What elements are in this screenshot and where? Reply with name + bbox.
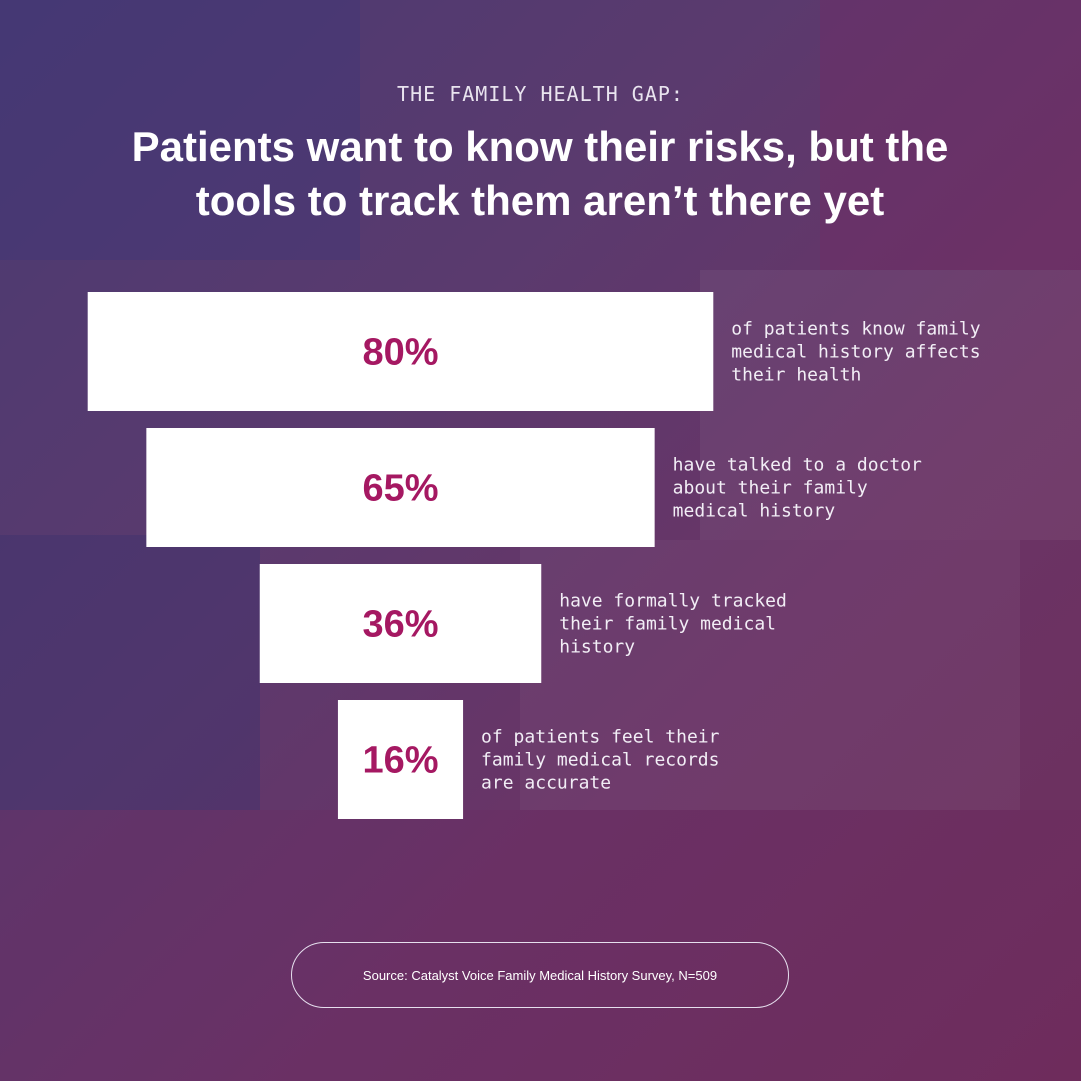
bar-value-label: 36%: [362, 604, 438, 646]
eyebrow-label: THE FAMILY HEALTH GAP:: [397, 82, 684, 106]
bar-65: [146, 428, 655, 547]
bar-description: have talked to a doctor about their famil…: [673, 455, 922, 522]
bar-36: [259, 564, 542, 683]
page-title: Patients want to know their risks, but t…: [131, 123, 949, 224]
source-text: Source: Catalyst Voice Family Medical Hi…: [362, 967, 718, 983]
bar-description: have formally tracked their family medica…: [559, 591, 787, 658]
source-pill: Source: Catalyst Voice Family Medical Hi…: [291, 942, 789, 1008]
bar-description: of patients know family medical history a…: [731, 319, 980, 386]
bar-description: of patients feel their family medical rec…: [481, 727, 720, 794]
bar-16: [337, 700, 464, 819]
bar-value-label: 65%: [362, 468, 438, 510]
bar-80: [87, 292, 714, 411]
bar-value-label: 16%: [362, 740, 438, 782]
bar-value-label: 80%: [362, 332, 438, 374]
